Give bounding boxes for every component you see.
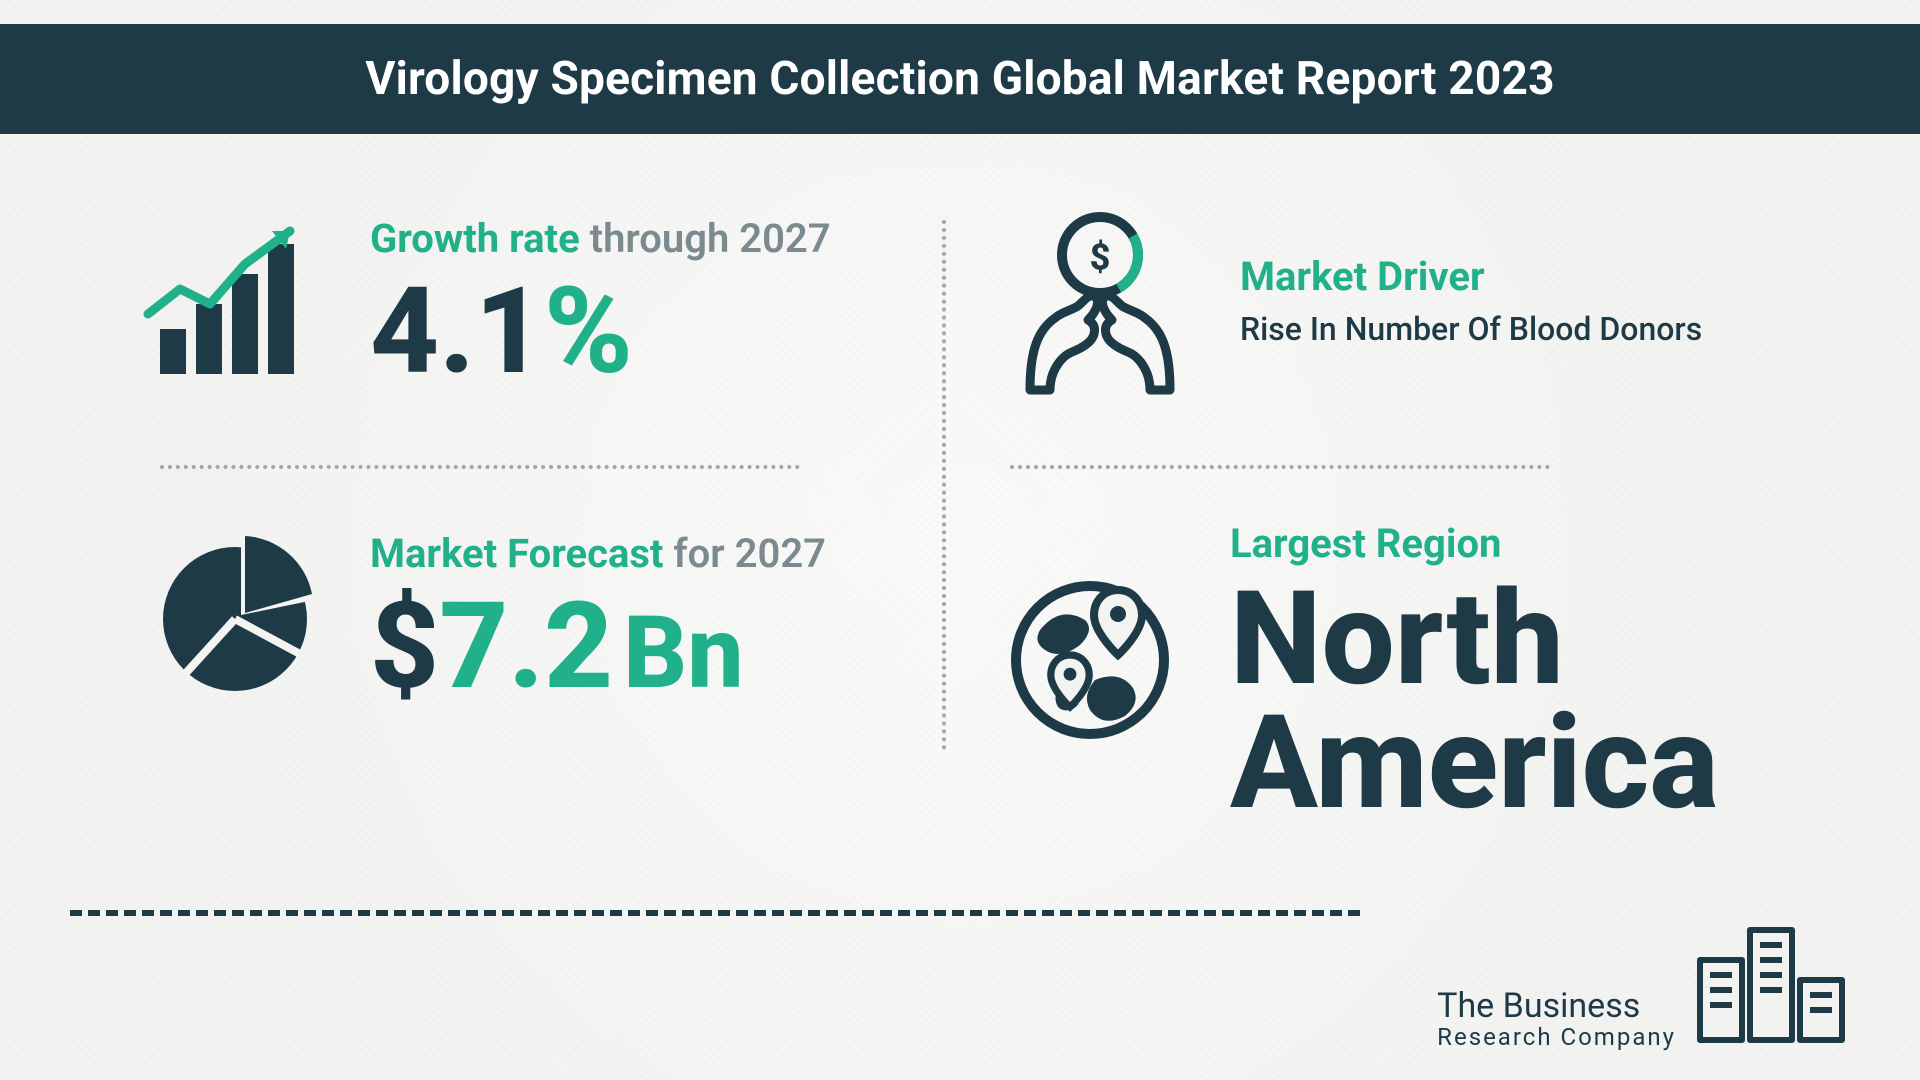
svg-text:$: $ (1090, 237, 1111, 279)
vertical-divider (942, 220, 946, 750)
forecast-number: 7.2 (439, 587, 613, 707)
region-line1: North (1230, 577, 1719, 701)
right-horizontal-divider (1010, 465, 1550, 469)
company-logo: The Business Research Company (1437, 910, 1850, 1050)
growth-text-group: Growth rate through 2027 4.1% (370, 215, 831, 392)
growth-percent: % (544, 262, 633, 402)
driver-label: Market Driver (1240, 253, 1702, 300)
region-line2: America (1230, 701, 1719, 825)
forecast-label-grey: for 2027 (673, 530, 826, 577)
forecast-label: Market Forecast for 2027 (370, 530, 826, 577)
driver-text-group: Market Driver Rise In Number Of Blood Do… (1240, 253, 1702, 348)
market-forecast-block: Market Forecast for 2027 $7.2 Bn (140, 530, 826, 707)
growth-label-green: Growth rate (370, 215, 580, 262)
logo-text: The Business Research Company (1437, 989, 1676, 1050)
growth-chart-icon (140, 219, 330, 389)
logo-line1: The Business (1437, 989, 1676, 1025)
logo-buildings-icon (1690, 910, 1850, 1050)
forecast-currency: $ (370, 587, 439, 707)
growth-value: 4.1% (370, 272, 831, 392)
left-horizontal-divider (160, 465, 800, 469)
forecast-value: $7.2 Bn (370, 587, 826, 707)
header-bar: Virology Specimen Collection Global Mark… (0, 24, 1920, 134)
forecast-text-group: Market Forecast for 2027 $7.2 Bn (370, 530, 826, 707)
logo-line2: Research Company (1437, 1025, 1676, 1050)
largest-region-block: Largest Region North America (1000, 520, 1719, 824)
market-driver-block: $ Market Driver Rise In Number Of Blood … (1000, 200, 1702, 400)
growth-label: Growth rate through 2027 (370, 215, 831, 262)
pie-chart-icon (140, 534, 330, 704)
forecast-unit: Bn (623, 604, 743, 704)
growth-rate-block: Growth rate through 2027 4.1% (140, 215, 831, 392)
region-label: Largest Region (1230, 520, 1719, 567)
growth-label-grey: through 2027 (590, 215, 831, 262)
growth-number: 4.1 (370, 262, 544, 402)
region-value: North America (1230, 577, 1719, 824)
region-label-text: Largest Region (1230, 520, 1501, 567)
region-text-group: Largest Region North America (1230, 520, 1719, 824)
driver-label-text: Market Driver (1240, 253, 1485, 300)
bottom-dashed-divider (70, 910, 1360, 916)
forecast-label-green: Market Forecast (370, 530, 663, 577)
driver-description: Rise In Number Of Blood Donors (1240, 310, 1702, 348)
globe-pins-icon (1000, 560, 1190, 750)
content-area: Growth rate through 2027 4.1% (0, 190, 1920, 1080)
hands-coin-icon: $ (1000, 200, 1200, 400)
page-title: Virology Specimen Collection Global Mark… (365, 52, 1554, 106)
